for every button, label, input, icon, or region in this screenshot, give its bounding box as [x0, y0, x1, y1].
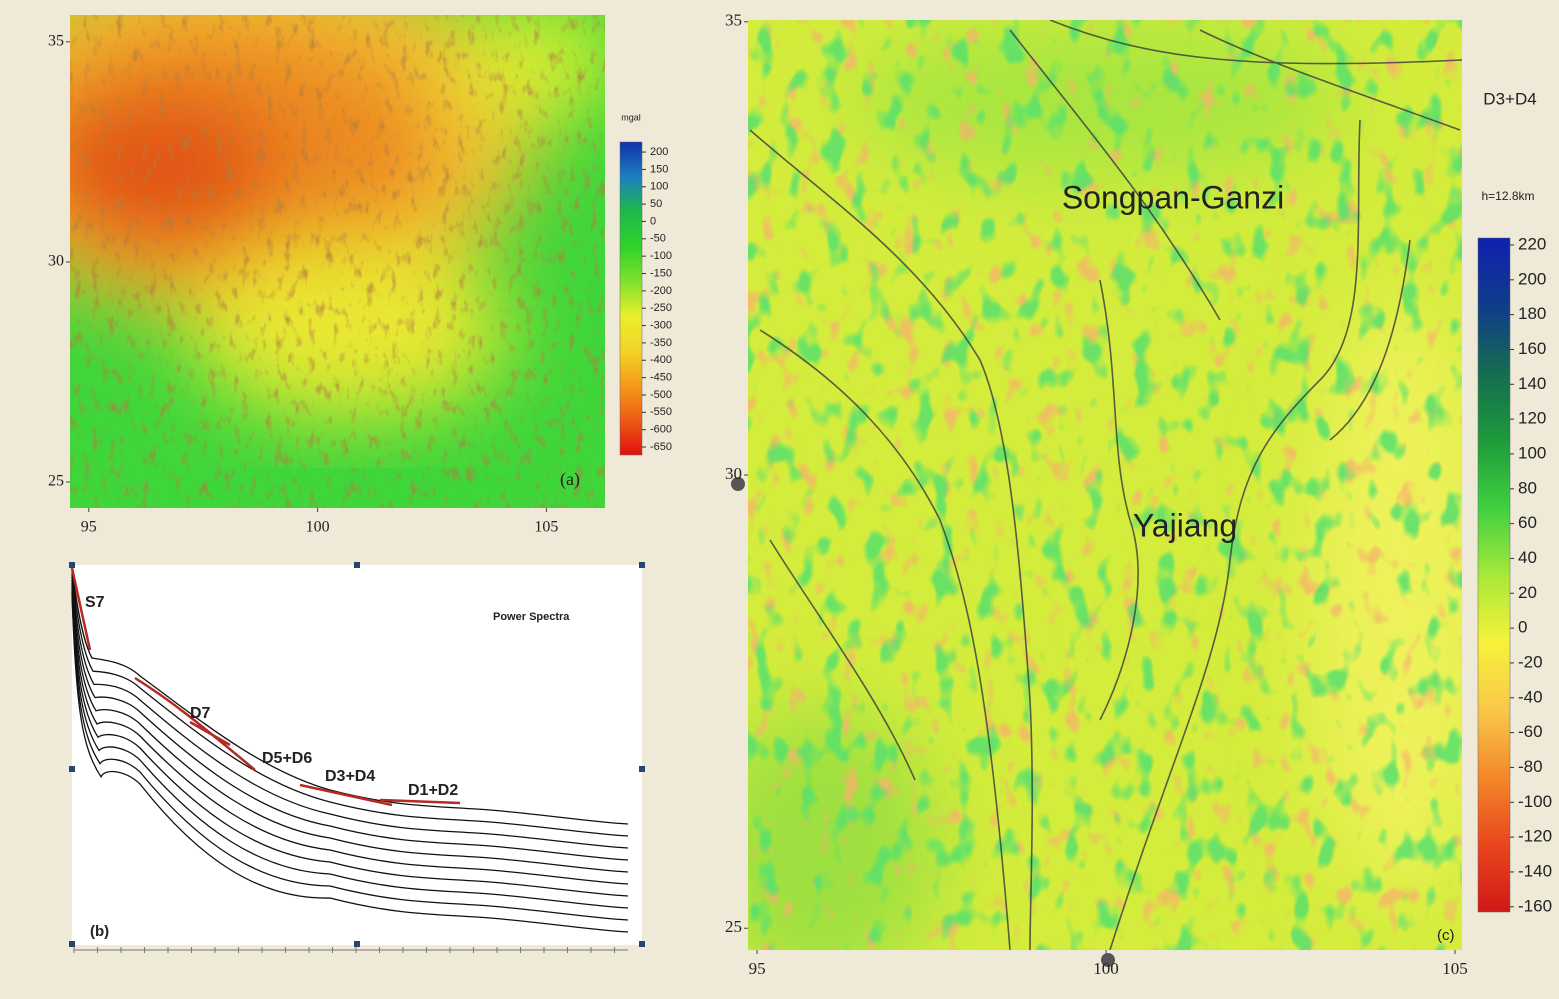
colorbar-tick-label: -600 [650, 424, 672, 436]
y-tick-label: 30 [725, 464, 742, 483]
x-tick-label: 100 [1093, 959, 1119, 978]
colorbar-tick-label: -150 [650, 267, 672, 279]
colorbar-tick-label: 220 [1518, 234, 1546, 253]
panel-label: (c) [1437, 927, 1455, 944]
colorbar [1478, 238, 1510, 912]
colorbar-tick-label: -60 [1518, 722, 1543, 741]
colorbar-tick-label: -250 [650, 302, 672, 314]
colorbar-tick-label: 100 [1518, 443, 1546, 462]
colorbar-tick-label: -300 [650, 319, 672, 331]
panel-label: (a) [560, 469, 580, 490]
colorbar-tick-label: 150 [650, 163, 668, 175]
colorbar-tick-label: 100 [650, 181, 668, 193]
colorbar-tick-label: -20 [1518, 652, 1543, 671]
colorbar-tick-label: 80 [1518, 478, 1537, 497]
colorbar-tick-label: -160 [1518, 896, 1552, 915]
y-tick-label: 35 [725, 11, 742, 30]
y-tick-label: 25 [48, 473, 64, 490]
colorbar-tick-label: -50 [650, 233, 666, 245]
colorbar-tick-label: 160 [1518, 339, 1546, 358]
x-tick-label: 95 [749, 959, 766, 978]
colorbar-tick-label: -400 [650, 354, 672, 366]
region-label: Yajiang [1133, 507, 1237, 543]
annotation: D1+D2 [408, 782, 458, 799]
colorbar-tick-label: -40 [1518, 687, 1543, 706]
x-tick-label: 95 [81, 519, 97, 536]
colorbar-unit: mgal [621, 112, 641, 122]
colorbar-tick-label: -120 [1518, 827, 1552, 846]
panel-label: (b) [90, 923, 109, 940]
map-c [700, 20, 1490, 990]
colorbar-tick-label: -450 [650, 372, 672, 384]
y-tick-label: 30 [48, 253, 64, 270]
depth-label: h=12.8km [1481, 189, 1534, 203]
y-tick-label: 25 [725, 917, 742, 936]
x-tick-label: 100 [306, 519, 330, 536]
x-tick-label: 105 [534, 519, 558, 536]
annotation: D3+D4 [325, 768, 375, 785]
colorbar-tick-label: -650 [650, 441, 672, 453]
map-title: D3+D4 [1483, 89, 1536, 108]
colorbar-tick-label: 140 [1518, 374, 1546, 393]
annotation: D5+D6 [262, 750, 312, 767]
figure: (a) mgal Power Spectra S7 D7 D5+D6 D3+D4… [0, 0, 1559, 994]
colorbar [620, 142, 642, 455]
colorbar-tick-label: -100 [650, 250, 672, 262]
x-tick-label: 105 [1442, 959, 1468, 978]
colorbar-tick-label: -500 [650, 389, 672, 401]
annotation: S7 [85, 594, 105, 611]
colorbar-tick-label: 120 [1518, 409, 1546, 428]
y-tick-label: 35 [48, 33, 64, 50]
region-label: Songpan-Ganzi [1062, 179, 1284, 215]
colorbar-tick-label: -140 [1518, 861, 1552, 880]
colorbar-tick-label: 200 [1518, 269, 1546, 288]
colorbar-tick-label: 200 [650, 146, 668, 158]
colorbar-tick-label: -550 [650, 406, 672, 418]
colorbar-tick-label: 50 [650, 198, 662, 210]
colorbar-tick-label: 60 [1518, 513, 1537, 532]
colorbar-tick-label: -100 [1518, 792, 1552, 811]
colorbar-tick-label: 180 [1518, 304, 1546, 323]
annotation: D7 [190, 705, 211, 722]
colorbar-tick-label: 0 [650, 215, 656, 227]
plot-title: Power Spectra [493, 611, 570, 623]
colorbar-tick-label: -350 [650, 337, 672, 349]
colorbar-tick-label: 0 [1518, 618, 1527, 637]
colorbar-tick-label: -200 [650, 285, 672, 297]
map-a [0, 0, 620, 508]
colorbar-tick-label: -80 [1518, 757, 1543, 776]
colorbar-tick-label: 20 [1518, 583, 1537, 602]
colorbar-tick-label: 40 [1518, 548, 1537, 567]
